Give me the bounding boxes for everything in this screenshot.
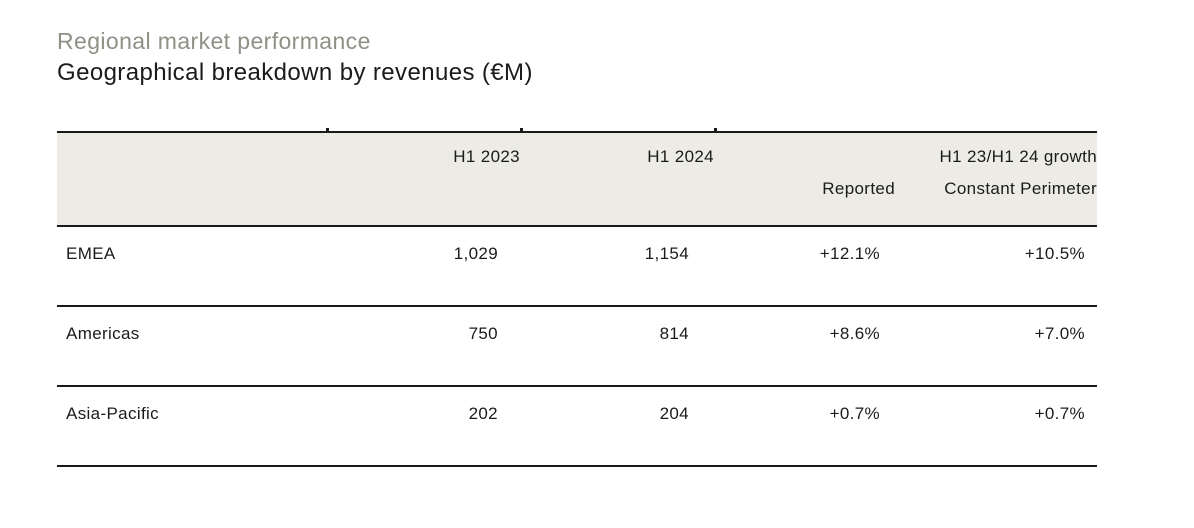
value-cell-h1-2024: 1,154 [520,226,714,307]
column-header-constant-perimeter: Constant Perimeter [895,167,1097,227]
header-row-growth-subcolumns: Reported Constant Perimeter [57,167,1097,227]
column-header-h1-2023: H1 2023 [326,131,520,167]
header-sub-spacer [57,167,714,227]
header-region-spacer [57,131,326,167]
section-label: Regional market performance [57,28,371,54]
revenue-table: H1 2023 H1 2024 H1 23/H1 24 growth Repor… [57,131,1097,467]
table-row-emea: EMEA 1,029 1,154 +12.1% +10.5% [57,226,1097,307]
region-cell: EMEA [57,226,326,307]
value-cell-reported-growth: +8.6% [714,306,895,387]
column-tick-mark [326,128,329,132]
column-header-h1-2024: H1 2024 [520,131,714,167]
table-body: EMEA 1,029 1,154 +12.1% +10.5% Americas … [57,226,1097,467]
value-cell-constant-perimeter-growth: +0.7% [895,386,1097,467]
header-row-periods: H1 2023 H1 2024 H1 23/H1 24 growth [57,131,1097,167]
value-cell-h1-2023: 202 [326,386,520,467]
column-header-growth-group: H1 23/H1 24 growth [714,131,1097,167]
value-cell-h1-2023: 1,029 [326,226,520,307]
region-cell: Americas [57,306,326,387]
value-cell-constant-perimeter-growth: +7.0% [895,306,1097,387]
table-header: H1 2023 H1 2024 H1 23/H1 24 growth Repor… [57,131,1097,227]
table-row-asia-pacific: Asia-Pacific 202 204 +0.7% +0.7% [57,386,1097,467]
value-cell-reported-growth: +12.1% [714,226,895,307]
revenue-table-container: H1 2023 H1 2024 H1 23/H1 24 growth Repor… [57,128,1097,467]
value-cell-reported-growth: +0.7% [714,386,895,467]
column-header-reported: Reported [714,167,895,227]
value-cell-h1-2024: 204 [520,386,714,467]
value-cell-h1-2024: 814 [520,306,714,387]
column-tick-mark [714,128,717,132]
column-tick-mark [520,128,523,132]
value-cell-h1-2023: 750 [326,306,520,387]
page-title: Geographical breakdown by revenues (€M) [57,59,533,86]
table-row-americas: Americas 750 814 +8.6% +7.0% [57,306,1097,387]
region-cell: Asia-Pacific [57,386,326,467]
value-cell-constant-perimeter-growth: +10.5% [895,226,1097,307]
